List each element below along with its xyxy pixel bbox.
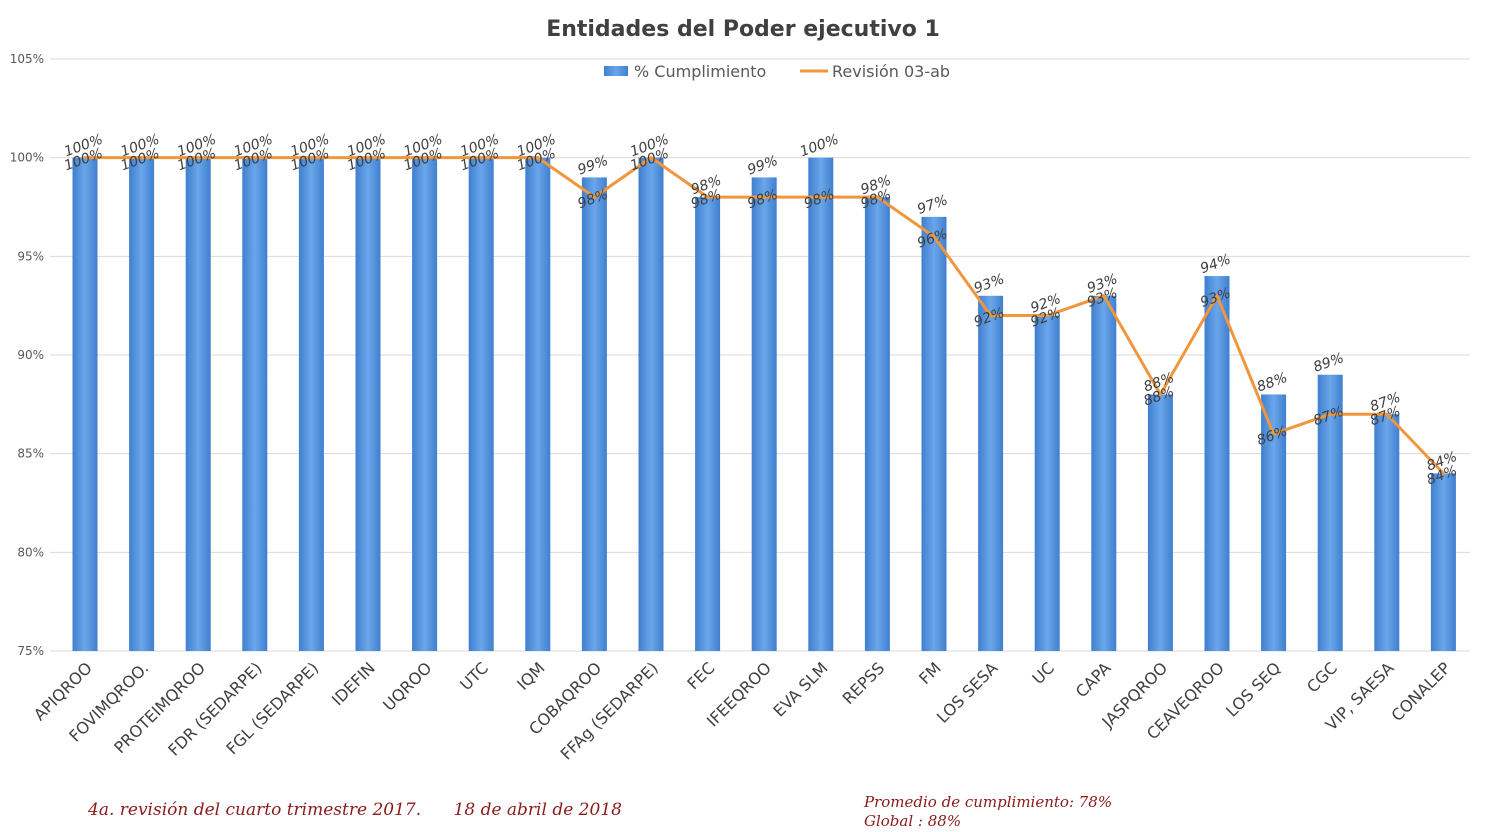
bar bbox=[355, 157, 381, 651]
y-tick-label: 85% bbox=[17, 447, 44, 461]
legend-bar-label: % Cumplimiento bbox=[634, 62, 766, 81]
line-point bbox=[989, 314, 993, 318]
category-label: UQROO bbox=[379, 658, 435, 714]
bar bbox=[1374, 414, 1400, 651]
category-label: CONALEP bbox=[1388, 658, 1455, 725]
line-point bbox=[1045, 314, 1049, 318]
bar-value-label: 100% bbox=[798, 132, 841, 161]
line-point bbox=[1328, 412, 1332, 416]
line-point bbox=[706, 195, 710, 199]
bar-value-label: 99% bbox=[576, 153, 611, 179]
bar bbox=[1091, 295, 1117, 651]
bar bbox=[695, 197, 721, 651]
bar bbox=[468, 157, 494, 651]
category-label: IQM bbox=[513, 658, 548, 693]
bar bbox=[808, 157, 834, 651]
line-point bbox=[196, 156, 200, 160]
bar bbox=[1261, 394, 1287, 651]
line-point bbox=[1385, 412, 1389, 416]
category-label: LOS SESA bbox=[933, 658, 1002, 727]
line-point bbox=[366, 156, 370, 160]
y-tick-label: 80% bbox=[17, 545, 44, 559]
bar bbox=[864, 197, 890, 651]
line-point bbox=[1102, 294, 1106, 298]
bar-value-label: 94% bbox=[1198, 251, 1233, 277]
category-label: CGC bbox=[1303, 658, 1341, 696]
bar bbox=[751, 177, 777, 651]
line-point bbox=[819, 195, 823, 199]
footer-revision-note: 4a. revisión del cuarto trimestre 2017. … bbox=[88, 800, 622, 820]
category-label: FEC bbox=[683, 658, 718, 693]
line-point bbox=[1272, 432, 1276, 436]
bar-value-label: 89% bbox=[1311, 350, 1346, 376]
line-point bbox=[1215, 294, 1219, 298]
bar bbox=[921, 216, 947, 651]
bar-value-label: 88% bbox=[1255, 370, 1290, 396]
bar bbox=[1034, 315, 1060, 651]
bar bbox=[72, 157, 98, 651]
footer-summary: Promedio de cumplimiento: 78% Global : 8… bbox=[864, 793, 1112, 831]
bar-value-label: 93% bbox=[972, 271, 1007, 297]
line-point bbox=[762, 195, 766, 199]
line-point bbox=[536, 156, 540, 160]
line-point bbox=[649, 156, 653, 160]
line-point bbox=[423, 156, 427, 160]
y-tick-label: 90% bbox=[17, 348, 44, 362]
category-label: LOS SEQ bbox=[1222, 658, 1284, 720]
category-label: UC bbox=[1028, 658, 1058, 688]
line-point bbox=[479, 156, 483, 160]
category-label: CAPA bbox=[1072, 658, 1115, 701]
y-tick-label: 105% bbox=[10, 52, 44, 66]
bar bbox=[129, 157, 155, 651]
legend-bar-swatch bbox=[604, 66, 628, 76]
bar bbox=[185, 157, 211, 651]
bar-value-label: 99% bbox=[745, 153, 780, 179]
category-label: FFAg (SEDARPE) bbox=[557, 658, 662, 763]
line-point bbox=[140, 156, 144, 160]
y-tick-label: 75% bbox=[17, 644, 44, 658]
bar bbox=[1204, 276, 1230, 651]
bar bbox=[1317, 374, 1343, 651]
bar bbox=[1430, 473, 1456, 651]
line-point bbox=[875, 195, 879, 199]
bar bbox=[581, 177, 607, 651]
bar bbox=[298, 157, 324, 651]
bar bbox=[525, 157, 551, 651]
bars bbox=[72, 157, 1456, 651]
revision-line bbox=[83, 156, 1445, 475]
line-point bbox=[309, 156, 313, 160]
category-label: FM bbox=[915, 658, 945, 688]
bar bbox=[412, 157, 438, 651]
bar bbox=[978, 295, 1004, 651]
bar-value-label: 97% bbox=[915, 192, 950, 218]
legend: % Cumplimiento Revisión 03-ab bbox=[604, 62, 950, 81]
line-point bbox=[932, 235, 936, 239]
category-label: UTC bbox=[456, 658, 492, 694]
y-tick-label: 95% bbox=[17, 249, 44, 263]
chart-title: Entidades del Poder ejecutivo 1 bbox=[546, 17, 940, 42]
line-point bbox=[1441, 471, 1445, 475]
line-point bbox=[83, 156, 87, 160]
line-point bbox=[253, 156, 257, 160]
line-point bbox=[1158, 392, 1162, 396]
category-label: REPSS bbox=[839, 658, 889, 708]
footer-global: Global : 88% bbox=[864, 812, 962, 830]
category-label: IDEFIN bbox=[328, 658, 379, 709]
y-tick-label: 100% bbox=[10, 151, 44, 165]
legend-line-label: Revisión 03-ab bbox=[832, 62, 950, 81]
bar bbox=[242, 157, 268, 651]
bar bbox=[1147, 394, 1173, 651]
grid: 75% 80% 85% 90% 95% 100% 105% bbox=[10, 52, 1470, 658]
footer-promedio: Promedio de cumplimiento: 78% bbox=[864, 793, 1113, 811]
line-point bbox=[592, 195, 596, 199]
bar bbox=[638, 157, 664, 651]
category-label: EVA SLM bbox=[769, 658, 831, 720]
